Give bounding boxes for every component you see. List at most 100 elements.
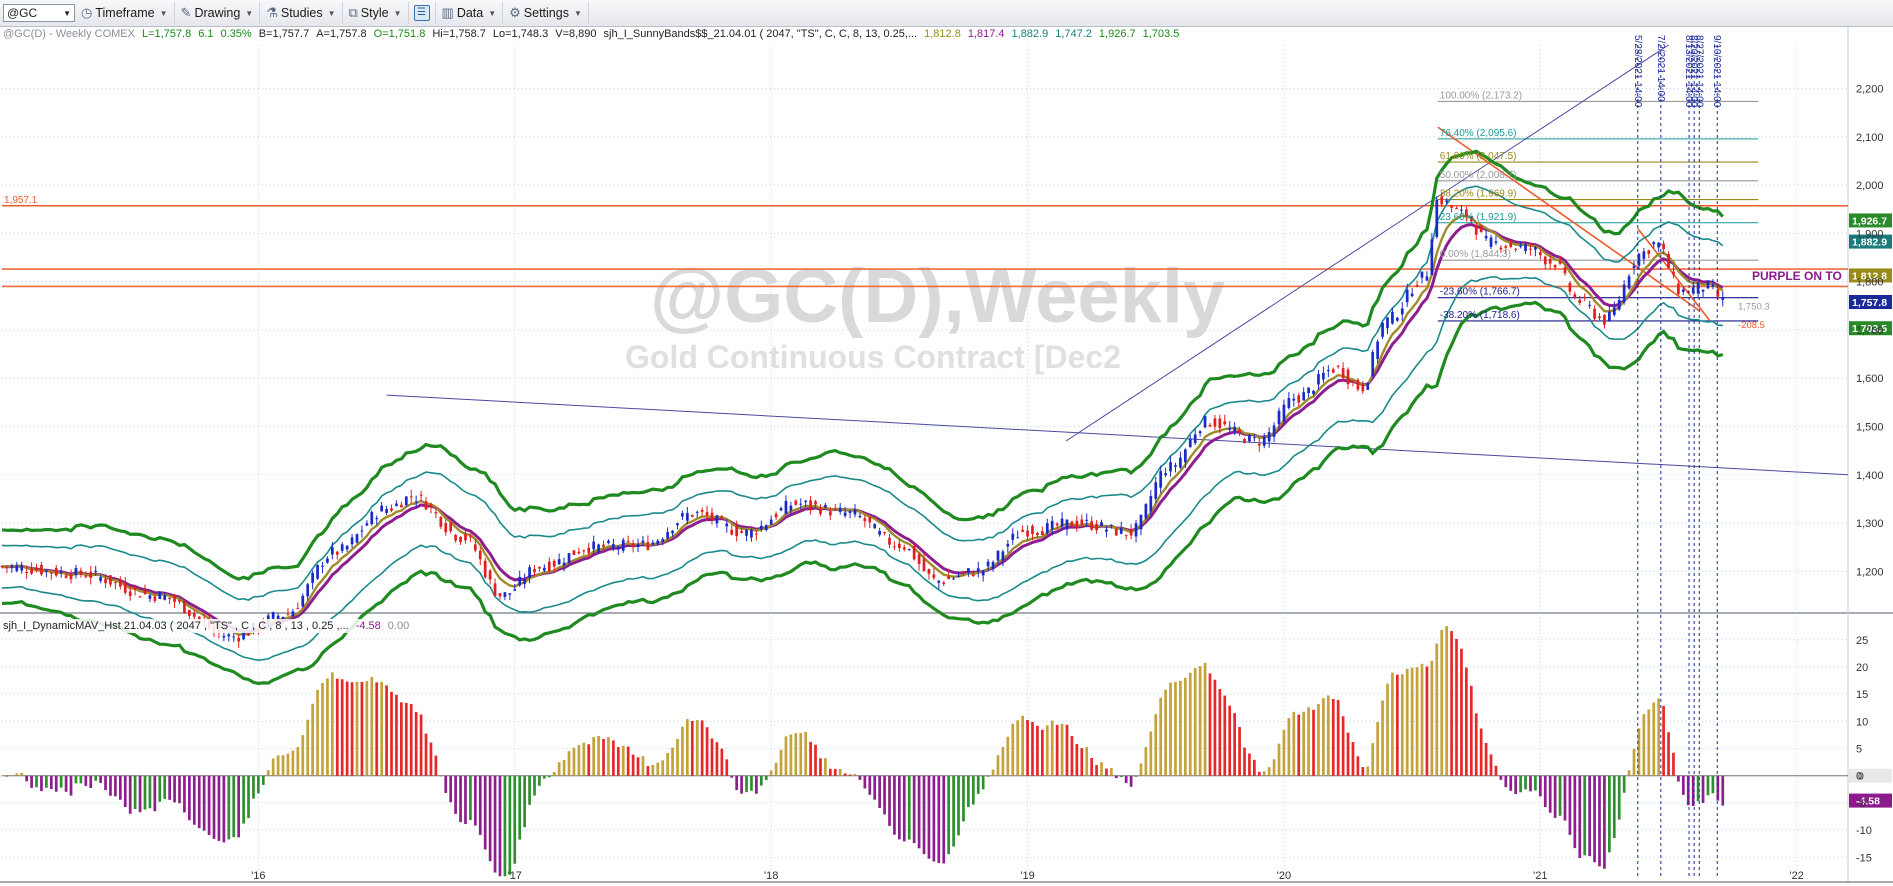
histogram-bar <box>1100 762 1103 776</box>
sub-tick-label: 5 <box>1856 744 1862 756</box>
histogram-bar <box>715 742 719 776</box>
histogram-bar <box>814 744 817 776</box>
candle-body <box>543 567 546 571</box>
candle-body <box>863 518 867 522</box>
settings-menu[interactable]: ⚙ Settings ▼ <box>503 2 589 24</box>
candle-body <box>395 503 398 506</box>
candle-body <box>1420 271 1424 278</box>
candle-body <box>755 533 758 535</box>
histogram-bar <box>1331 698 1335 776</box>
data-icon: ▥ <box>441 5 454 20</box>
histogram-bar <box>30 775 33 788</box>
histogram-bar <box>1336 700 1340 776</box>
histogram-bar <box>1519 775 1522 793</box>
histogram-bar <box>927 775 931 859</box>
histogram-bar <box>730 775 734 778</box>
sub-tick-label: 0 <box>1856 771 1862 783</box>
histogram-bar <box>1672 752 1675 776</box>
candle-body <box>927 569 931 574</box>
histogram-bar <box>1376 722 1379 776</box>
candle-body <box>868 516 872 523</box>
candle-body <box>967 568 970 573</box>
histogram-bar <box>1479 728 1483 776</box>
candle-body <box>814 501 817 505</box>
histogram-bar <box>35 775 38 788</box>
histogram-bar <box>1277 743 1281 776</box>
candle-body <box>242 632 245 640</box>
drawing-menu[interactable]: ✎ Drawing ▼ <box>175 2 261 24</box>
histogram-bar <box>419 714 423 776</box>
candle-body <box>128 591 132 597</box>
candle-body <box>996 550 1000 561</box>
histogram-bar <box>1588 775 1591 857</box>
histogram-bar <box>1070 735 1074 776</box>
candle-body <box>1681 289 1685 292</box>
sub-tick-label: -5 <box>1856 798 1866 810</box>
histogram-bar <box>1139 763 1143 776</box>
histogram-bar <box>907 775 911 840</box>
candle-body <box>94 570 98 572</box>
histogram-bar <box>602 738 605 776</box>
histogram-bar <box>942 775 946 864</box>
symbol-value: @GC <box>7 6 38 20</box>
style-menu[interactable]: ⧉ Style ▼ <box>343 2 409 24</box>
candle-body <box>59 571 63 574</box>
studies-label: Studies <box>280 6 323 20</box>
histogram-bar <box>385 685 388 776</box>
candle-body <box>1548 258 1552 264</box>
candle-body <box>1297 395 1301 403</box>
chart-frame[interactable]: @GC(D),Weekly Gold Continuous Contract [D… <box>0 27 1893 883</box>
histogram-bar <box>123 775 127 807</box>
price-tick-label: 1,500 <box>1856 421 1884 433</box>
candle-body <box>1346 369 1350 385</box>
histogram-bar <box>700 720 704 776</box>
histogram-bar <box>838 769 842 776</box>
candle-body <box>478 550 482 560</box>
candle-body <box>567 553 571 563</box>
candle-body <box>651 542 655 545</box>
data-menu[interactable]: ▥ Data ▼ <box>436 2 504 24</box>
candle-body <box>316 565 319 579</box>
candle-body <box>1243 439 1246 444</box>
candle-body <box>1701 289 1705 292</box>
candle-body <box>271 612 275 619</box>
histogram-bar <box>449 775 453 803</box>
histogram-bar <box>621 745 625 776</box>
histogram-bar <box>828 768 832 776</box>
histogram-bar <box>917 775 921 849</box>
candle-body <box>1489 237 1493 247</box>
histogram-bar <box>217 775 221 841</box>
candle-body <box>311 572 314 583</box>
candle-body <box>1563 267 1567 274</box>
layout-toggle-button[interactable]: ☰ <box>409 2 436 24</box>
histogram-bar <box>641 756 645 776</box>
histogram-bar <box>804 731 808 776</box>
histogram-bar <box>1346 732 1350 776</box>
histogram-bar <box>922 775 926 855</box>
candle-body <box>621 539 625 551</box>
candle-body <box>1361 383 1365 392</box>
timeframe-menu[interactable]: ◷ Timeframe ▼ <box>75 2 175 24</box>
candle-body <box>1400 308 1404 315</box>
histogram-bar <box>1292 711 1296 776</box>
histogram-bar <box>1721 775 1725 806</box>
candle-body <box>1657 242 1661 248</box>
candle-body <box>597 544 600 552</box>
studies-menu[interactable]: ⚗ Studies ▼ <box>260 2 343 24</box>
fib-level-label: 76.40% (2,095.6) <box>1440 128 1517 139</box>
long-trend-line <box>386 394 1849 476</box>
histogram-bar <box>5 775 9 777</box>
histogram-bar <box>755 775 758 794</box>
vertical-date-label: 9/10/2021 14:00 <box>1711 35 1722 108</box>
candle-body <box>1272 425 1276 437</box>
candle-body <box>173 596 176 602</box>
candle-body <box>720 516 724 519</box>
sub-status-line-background <box>0 619 430 633</box>
candle-body <box>227 634 231 637</box>
histogram-bar <box>784 736 788 776</box>
histogram-bar <box>996 755 1000 776</box>
symbol-selector[interactable]: @GC ▼ <box>3 4 75 22</box>
histogram-bar <box>1179 680 1182 776</box>
price-badge <box>1849 268 1892 283</box>
